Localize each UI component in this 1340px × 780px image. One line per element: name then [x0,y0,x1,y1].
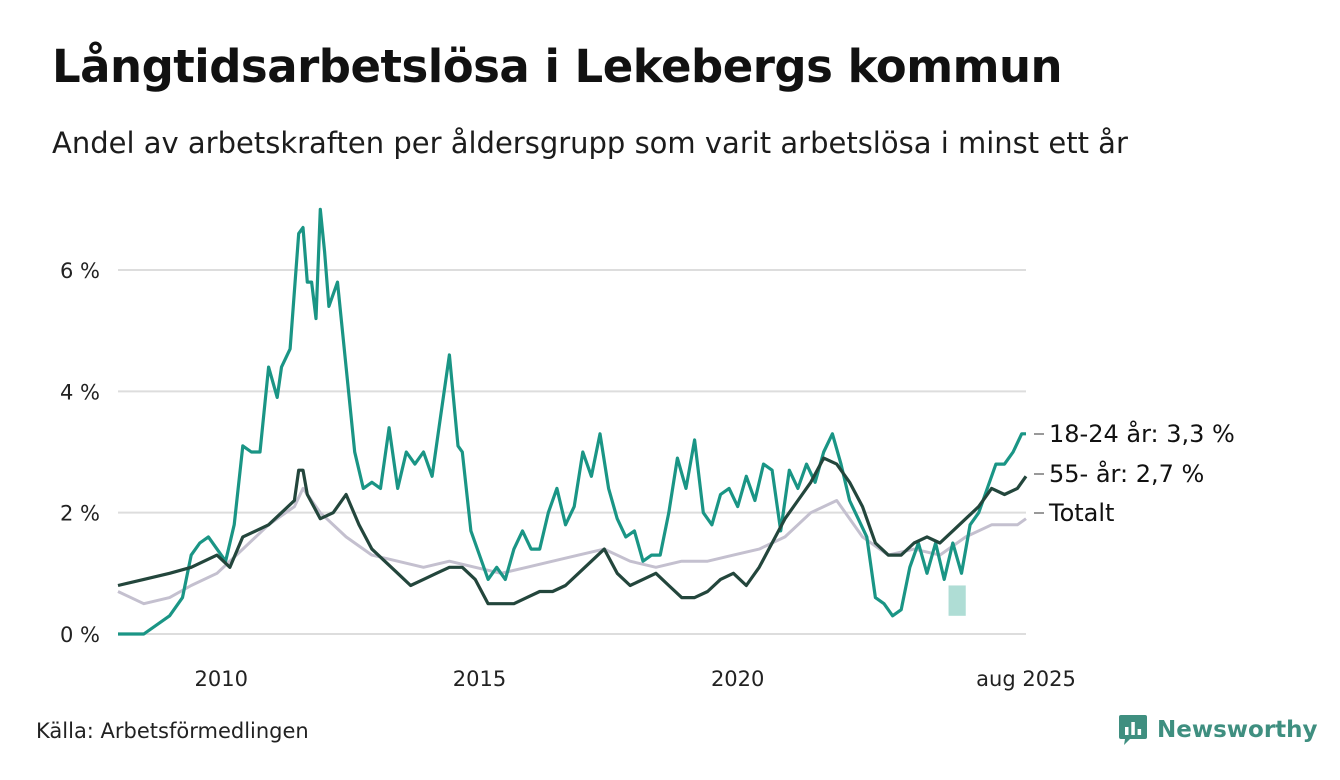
series-line-youth [118,207,1026,636]
source-note: Källa: Arbetsförmedlingen [36,719,309,743]
y-axis-ticks: 0 % 2 % 4 % 6 % [60,259,100,647]
grid-lines [118,269,1026,635]
y-tick-label: 0 % [60,623,100,647]
y-tick-label: 4 % [60,380,100,404]
x-tick-label: 2020 [711,667,764,691]
x-tick-label: 2010 [195,667,248,691]
series-end-labels: 18-24 år: 3,3 % 55- år: 2,7 % Totalt [1034,419,1235,527]
band-area [948,585,966,616]
y-tick-label: 6 % [60,259,100,283]
series-line-senior [117,456,1028,606]
series-line-total [117,486,1027,606]
chart-subtitle: Andel av arbetskraften per åldersgrupp s… [52,126,1128,160]
x-axis-ticks: 2010 2015 2020 aug 2025 [195,667,1076,691]
series-label-senior: 55- år: 2,7 % [1049,459,1204,488]
chart-title: Långtidsarbetslösa i Lekebergs kommun [52,40,1063,93]
series-lines [117,207,1028,636]
x-tick-label: aug 2025 [976,667,1076,691]
bar-chart-logo-icon [1119,715,1147,745]
x-tick-label: 2015 [453,667,506,691]
newsworthy-logo[interactable]: Newsworthy [1118,714,1318,746]
series-label-total: Totalt [1048,499,1114,527]
y-tick-label: 2 % [60,502,100,526]
brand-name: Newsworthy [1157,717,1318,743]
uncertainty-band [948,585,966,616]
series-label-youth: 18-24 år: 3,3 % [1049,419,1235,448]
